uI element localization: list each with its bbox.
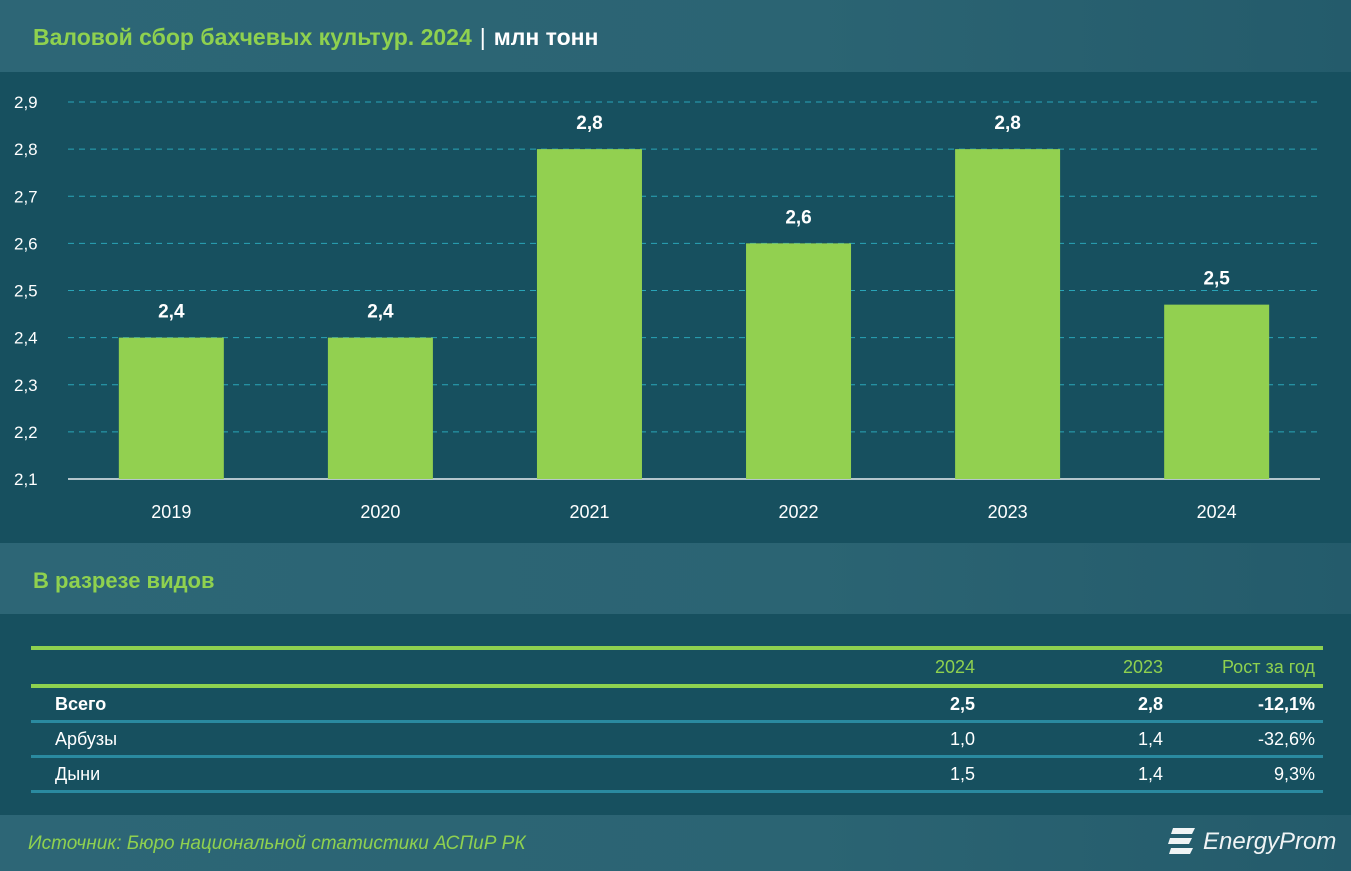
column-header: Рост за год xyxy=(1183,646,1323,688)
table-row: Всего 2,5 2,8 -12,1% xyxy=(31,686,1323,723)
x-tick-label: 2024 xyxy=(1197,502,1237,522)
cell-2023: 1,4 xyxy=(995,756,1183,793)
data-label: 2,5 xyxy=(1203,269,1230,290)
cell-growth: -12,1% xyxy=(1183,686,1323,723)
data-label: 2,8 xyxy=(994,113,1020,134)
footer-band xyxy=(0,815,1351,871)
bar xyxy=(746,243,852,479)
column-header: 2024 xyxy=(807,646,995,688)
unit-label: млн тонн xyxy=(493,24,599,50)
y-tick-label: 2,7 xyxy=(14,187,38,206)
chart-area xyxy=(0,72,1351,543)
row-label: Дыни xyxy=(31,756,807,793)
table-header-row: 2024 2023 Рост за год xyxy=(31,646,1323,688)
bar xyxy=(1164,304,1270,479)
y-tick-label: 2,9 xyxy=(14,93,38,112)
logo-text: EnergyProm xyxy=(1203,828,1337,855)
x-tick-label: 2021 xyxy=(569,502,609,522)
cell-growth: -32,6% xyxy=(1183,721,1323,758)
y-tick-label: 2,4 xyxy=(14,329,38,348)
data-label: 2,8 xyxy=(576,113,602,134)
data-label: 2,4 xyxy=(367,302,394,323)
bar xyxy=(327,337,433,479)
bar xyxy=(955,149,1061,479)
y-tick-label: 2,1 xyxy=(14,470,38,489)
data-label: 2,6 xyxy=(785,207,811,228)
y-tick-label: 2,2 xyxy=(14,423,38,442)
y-tick-label: 2,3 xyxy=(14,376,38,395)
table-row: Арбузы 1,0 1,4 -32,6% xyxy=(31,721,1323,758)
source-note: Источник: Бюро национальной статистики А… xyxy=(28,833,526,854)
breakdown-table: 2024 2023 Рост за год Всего 2,5 2,8 -12,… xyxy=(31,646,1323,793)
data-label: 2,4 xyxy=(158,302,185,323)
column-header xyxy=(31,646,807,688)
cell-2024: 2,5 xyxy=(807,686,995,723)
x-tick-label: 2019 xyxy=(151,502,191,522)
energyprom-logo: EnergyProm xyxy=(1167,826,1336,858)
y-tick-label: 2,8 xyxy=(14,140,38,159)
cell-2024: 1,0 xyxy=(807,721,995,758)
y-tick-label: 2,5 xyxy=(14,282,38,301)
column-header: 2023 xyxy=(995,646,1183,688)
y-tick-label: 2,6 xyxy=(14,234,38,253)
x-tick-label: 2020 xyxy=(360,502,400,522)
header-band xyxy=(0,0,1351,72)
cell-2024: 1,5 xyxy=(807,756,995,793)
title-text: Валовой сбор бахчевых культур. 2024 xyxy=(33,24,472,50)
section-band xyxy=(0,543,1351,614)
table-row: Дыни 1,5 1,4 9,3% xyxy=(31,756,1323,793)
row-label: Арбузы xyxy=(31,721,807,758)
chart-title: Валовой сбор бахчевых культур. 2024 | млн … xyxy=(33,24,598,51)
bar-chart: 2,1 2,2 2,3 2,4 2,5 2,6 2,7 2,8 2,9 2,4 2019 2,4 202… xyxy=(14,93,1320,522)
bar xyxy=(118,337,224,479)
cell-growth: 9,3% xyxy=(1183,756,1323,793)
bar xyxy=(536,149,642,479)
cell-2023: 1,4 xyxy=(995,721,1183,758)
logo-icon xyxy=(1168,828,1195,854)
section-title: В разрезе видов xyxy=(33,568,215,593)
x-tick-label: 2023 xyxy=(988,502,1028,522)
row-label: Всего xyxy=(31,686,807,723)
x-tick-label: 2022 xyxy=(779,502,819,522)
title-separator: | xyxy=(479,24,486,50)
cell-2023: 2,8 xyxy=(995,686,1183,723)
